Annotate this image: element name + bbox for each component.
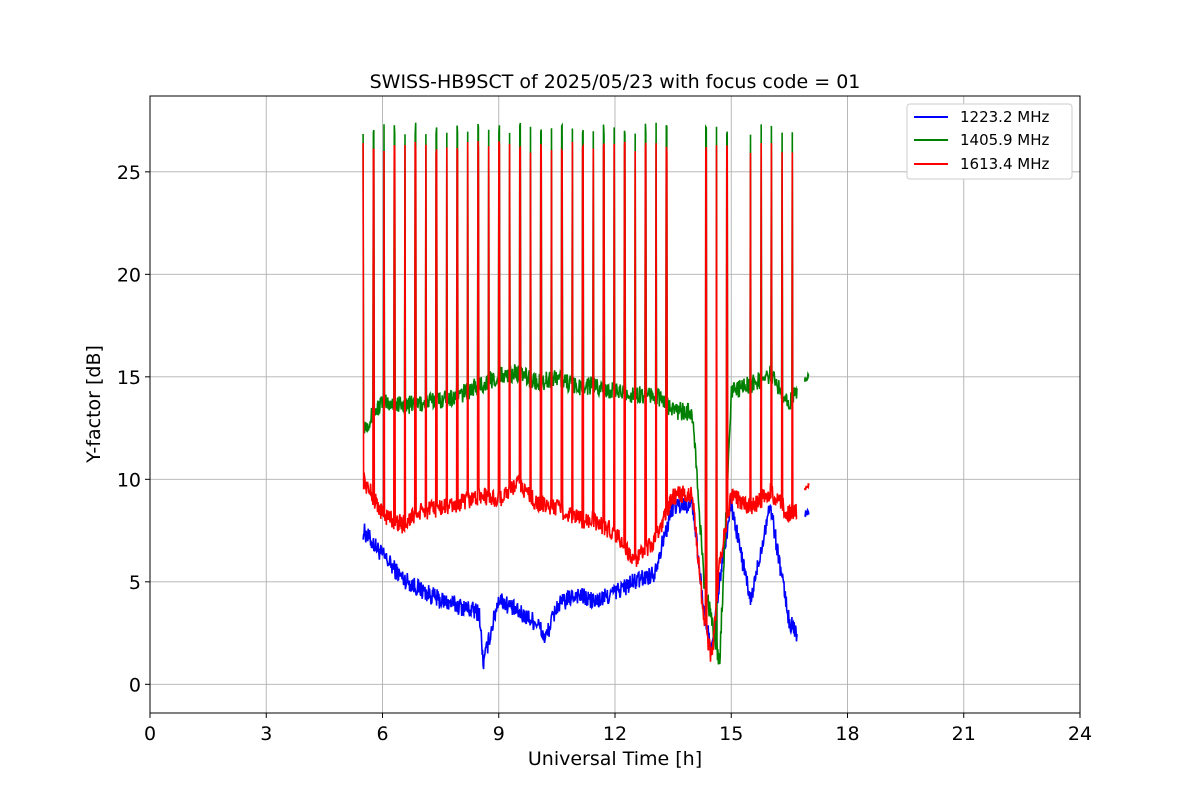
series-tail-1405-9-mhz (803, 370, 810, 382)
plot-area (362, 122, 810, 670)
y-axis-label: Y-factor [dB] (83, 345, 105, 464)
legend-label-0: 1223.2 MHz (960, 108, 1049, 126)
x-tick-label: 9 (493, 723, 505, 745)
x-tick-label: 3 (260, 723, 272, 745)
y-tick-label: 0 (129, 674, 141, 696)
y-tick-label: 25 (117, 162, 141, 184)
x-tick-label: 18 (835, 723, 859, 745)
series-tail-1223-2-mhz (804, 507, 810, 518)
chart-title: SWISS-HB9SCT of 2025/05/23 with focus co… (370, 71, 861, 93)
x-axis-label: Universal Time [h] (528, 748, 702, 770)
x-tick-label: 0 (144, 723, 156, 745)
y-tick-label: 5 (129, 572, 141, 594)
legend-box (906, 103, 1073, 180)
y-tick-label: 20 (117, 264, 141, 286)
y-tick-label: 15 (117, 367, 141, 389)
y-tick-label: 10 (117, 469, 141, 491)
x-tick-label: 21 (952, 723, 976, 745)
x-tick-label: 15 (719, 723, 743, 745)
ticks: 0 3 6 9 12 15 18 21 24 0 5 10 15 20 25 (117, 162, 1092, 745)
x-tick-label: 6 (376, 723, 388, 745)
legend-label-2: 1613.4 MHz (960, 155, 1049, 173)
legend-label-1: 1405.9 MHz (960, 131, 1049, 149)
x-tick-label: 12 (603, 723, 627, 745)
x-tick-label: 24 (1068, 723, 1092, 745)
series-line-1613-4-mhz (362, 141, 798, 662)
series-tail-1613-4-mhz (803, 483, 810, 491)
legend: 1223.2 MHz 1405.9 MHz 1613.4 MHz (906, 103, 1073, 180)
